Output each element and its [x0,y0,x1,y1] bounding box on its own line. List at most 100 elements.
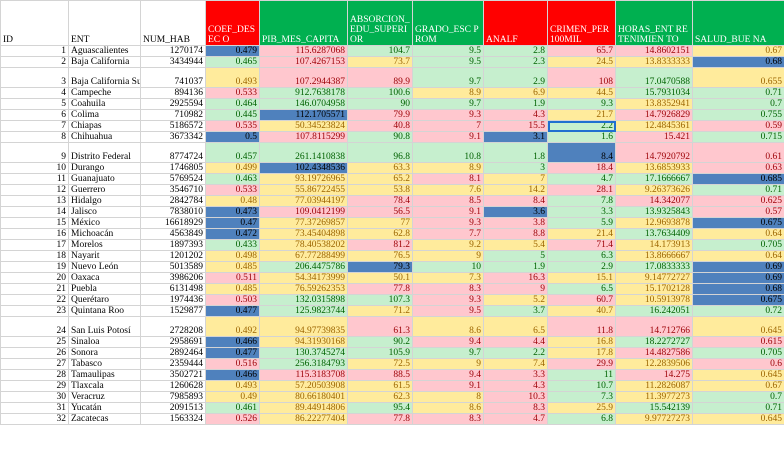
cell-pib[interactable]: 107.2944387 [259,67,348,88]
cell-id[interactable]: 3 [0,67,69,88]
cell-grado[interactable]: 8.6 [412,402,484,414]
cell-coef-desec[interactable]: 0.503 [205,294,260,306]
cell-ent[interactable]: Zacatecas [68,413,141,425]
cell-num-hab[interactable]: 1897393 [140,239,206,251]
cell-ent[interactable]: Jalisco [68,206,141,218]
cell-grado[interactable]: 8 [412,391,484,403]
cell-num-hab[interactable]: 5769524 [140,173,206,185]
cell-horas[interactable]: 13.8352941 [615,98,693,110]
cell-coef-desec[interactable]: 0.498 [205,250,260,262]
cell-coef-desec[interactable]: 0.526 [205,413,260,425]
cell-pib[interactable]: 50.34523824 [259,120,348,132]
cell-analf[interactable]: 9 [483,283,548,295]
cell-grado[interactable]: 9.5 [412,45,484,57]
cell-coef-desec[interactable]: 0.477 [205,347,260,359]
cell-salud[interactable]: 0.645 [692,369,784,381]
cell-num-hab[interactable]: 3502721 [140,369,206,381]
cell-ent[interactable]: Tlaxcala [68,380,141,392]
cell-crimen[interactable]: 24.5 [547,56,616,68]
cell-absorcion[interactable]: 78.4 [347,195,413,207]
cell-grado[interactable]: 9 [412,250,484,262]
cell-id[interactable]: 22 [0,294,69,306]
cell-crimen[interactable]: 65.7 [547,45,616,57]
cell-analf[interactable]: 3.6 [483,206,548,218]
header-pib-mes-capita[interactable]: PIB_MES_CAPITA [259,0,348,46]
cell-horas[interactable]: 14.342077 [615,195,693,207]
header-ent[interactable]: ENT [68,0,141,46]
cell-num-hab[interactable]: 1974436 [140,294,206,306]
cell-horas[interactable]: 14.712766 [615,316,693,337]
cell-num-hab[interactable]: 3673342 [140,131,206,143]
cell-pib[interactable]: 146.0704958 [259,98,348,110]
cell-coef-desec[interactable]: 0.48 [205,195,260,207]
cell-crimen[interactable]: 2.9 [547,261,616,273]
cell-ent[interactable]: Querétaro [68,294,141,306]
cell-absorcion[interactable]: 56.5 [347,206,413,218]
cell-coef-desec[interactable]: 0.433 [205,239,260,251]
cell-grado[interactable]: 9.7 [412,67,484,88]
cell-ent[interactable]: Chiapas [68,120,141,132]
cell-coef-desec[interactable]: 0.511 [205,272,260,284]
cell-id[interactable]: 32 [0,413,69,425]
cell-horas[interactable]: 14.7920792 [615,142,693,163]
cell-grado[interactable]: 9.4 [412,369,484,381]
cell-grado[interactable]: 9.7 [412,98,484,110]
cell-grado[interactable]: 9.2 [412,239,484,251]
cell-horas[interactable]: 10.5913978 [615,294,693,306]
cell-analf[interactable]: 5.2 [483,294,548,306]
cell-ent[interactable]: San Luis Potosí [68,316,141,337]
cell-id[interactable]: 31 [0,402,69,414]
cell-ent[interactable]: Tabasco [68,358,141,370]
cell-ent[interactable]: Chihuahua [68,131,141,143]
cell-id[interactable]: 15 [0,217,69,229]
cell-horas[interactable]: 11.2826087 [615,380,693,392]
cell-absorcion[interactable]: 71.2 [347,305,413,317]
cell-num-hab[interactable]: 894136 [140,87,206,99]
cell-absorcion[interactable]: 107.3 [347,294,413,306]
cell-id[interactable]: 16 [0,228,69,240]
cell-salud[interactable]: 0.72 [692,305,784,317]
cell-analf[interactable]: 3.8 [483,217,548,229]
cell-salud[interactable]: 0.59 [692,120,784,132]
cell-horas[interactable]: 14.4827586 [615,347,693,359]
cell-ent[interactable]: Nuevo León [68,261,141,273]
cell-crimen[interactable]: 9.3 [547,98,616,110]
cell-coef-desec[interactable]: 0.461 [205,402,260,414]
cell-pib[interactable]: 256.3184793 [259,358,348,370]
cell-coef-desec[interactable]: 0.493 [205,67,260,88]
cell-crimen[interactable]: 6.8 [547,413,616,425]
cell-absorcion[interactable]: 77 [347,217,413,229]
cell-num-hab[interactable]: 1746805 [140,162,206,174]
cell-horas[interactable]: 12.4845361 [615,120,693,132]
cell-absorcion[interactable]: 77.8 [347,283,413,295]
cell-absorcion[interactable]: 40.8 [347,120,413,132]
cell-id[interactable]: 24 [0,316,69,337]
cell-grado[interactable]: 8.3 [412,413,484,425]
cell-crimen[interactable]: 4.7 [547,173,616,185]
cell-crimen[interactable]: 28.1 [547,184,616,196]
cell-salud[interactable]: 0.57 [692,206,784,218]
cell-crimen[interactable]: 10.7 [547,380,616,392]
cell-crimen[interactable]: 8.4 [547,142,616,163]
cell-id[interactable]: 13 [0,195,69,207]
cell-grado[interactable]: 10.8 [412,142,484,163]
header-analf[interactable]: ANALF [483,0,548,46]
cell-ent[interactable]: Oaxaca [68,272,141,284]
cell-id[interactable]: 8 [0,131,69,143]
cell-analf[interactable]: 6.5 [483,316,548,337]
cell-salud[interactable]: 0.685 [692,173,784,185]
cell-pib[interactable]: 55.86722455 [259,184,348,196]
cell-id[interactable]: 23 [0,305,69,317]
cell-salud[interactable]: 0.715 [692,131,784,143]
cell-pib[interactable]: 94.31930168 [259,336,348,348]
header-coef-desec[interactable]: COEF_DESEC O [205,0,260,46]
cell-salud[interactable]: 0.67 [692,45,784,57]
cell-ent[interactable]: Sinaloa [68,336,141,348]
cell-analf[interactable]: 2.9 [483,67,548,88]
cell-pib[interactable]: 54.34173999 [259,272,348,284]
cell-analf[interactable]: 4.7 [483,413,548,425]
cell-coef-desec[interactable]: 0.493 [205,380,260,392]
cell-num-hab[interactable]: 2925594 [140,98,206,110]
cell-salud[interactable]: 0.645 [692,316,784,337]
cell-pib[interactable]: 112.1705571 [259,109,348,121]
